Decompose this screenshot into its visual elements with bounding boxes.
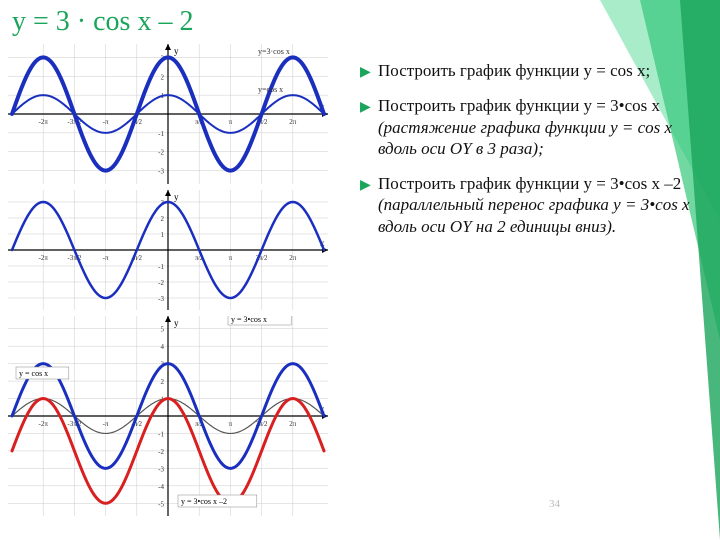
bullet-item: ▶Построить график функции y = cos x; [360, 60, 710, 81]
page-number: 34 [549, 498, 560, 510]
bullet-arrow-icon: ▶ [360, 95, 378, 159]
bullet-list: ▶Построить график функции y = cos x;▶Пос… [360, 60, 710, 251]
svg-text:-1: -1 [158, 430, 164, 438]
bullet-item: ▶Построить график функции y = 3•cos x –2… [360, 173, 710, 237]
svg-text:2: 2 [161, 73, 165, 81]
svg-text:-π: -π [103, 420, 109, 428]
svg-text:π: π [229, 118, 233, 126]
svg-text:-π: -π [103, 254, 109, 262]
svg-text:π: π [229, 420, 233, 428]
bullet-arrow-icon: ▶ [360, 173, 378, 237]
svg-text:y=cos x: y=cos x [258, 85, 283, 94]
svg-text:y = 3•cos x –2: y = 3•cos x –2 [181, 497, 227, 506]
bullet-item: ▶Построить график функции y = 3•cos x (р… [360, 95, 710, 159]
svg-text:-1: -1 [158, 130, 164, 138]
svg-text:y=3·cos x: y=3·cos x [258, 47, 290, 56]
bullet-arrow-icon: ▶ [360, 60, 378, 81]
svg-text:y = 3•cos x: y = 3•cos x [231, 316, 267, 324]
svg-text:2: 2 [161, 215, 165, 223]
svg-text:2π: 2π [289, 118, 297, 126]
svg-text:1: 1 [161, 231, 165, 239]
bullet-text: Построить график функции y = cos x; [378, 60, 650, 81]
bullet-text: Построить график функции y = 3•cos x (ра… [378, 95, 710, 159]
svg-text:4: 4 [161, 343, 165, 351]
svg-text:-3: -3 [158, 295, 164, 303]
svg-text:-2: -2 [158, 279, 164, 287]
svg-text:-2π: -2π [39, 254, 49, 262]
chart-3: -2π-3π⁄2-π-π⁄2π⁄2π3π⁄22π-5-4-3-2-112345y… [8, 316, 328, 516]
svg-text:y: y [174, 318, 179, 328]
bullet-text: Построить график функции y = 3•cos x –2 … [378, 173, 710, 237]
svg-text:2π: 2π [289, 254, 297, 262]
svg-text:-2π: -2π [39, 118, 49, 126]
svg-text:y = cos x: y = cos x [19, 369, 48, 378]
chart-1: -2π-3π⁄2-π-π⁄2π⁄2π3π⁄22π-3-2-1123yxy=3·c… [8, 44, 328, 184]
svg-text:y: y [174, 192, 179, 202]
svg-text:-π: -π [103, 118, 109, 126]
svg-text:-5: -5 [158, 500, 164, 508]
page-title: y = 3 · cos x – 2 [12, 6, 193, 38]
svg-text:2: 2 [161, 378, 165, 386]
svg-text:-2: -2 [158, 448, 164, 456]
charts-column: -2π-3π⁄2-π-π⁄2π⁄2π3π⁄22π-3-2-1123yxy=3·c… [8, 44, 338, 522]
svg-text:y: y [174, 46, 179, 56]
svg-text:2π: 2π [289, 420, 297, 428]
svg-text:-2: -2 [158, 149, 164, 157]
svg-text:-3: -3 [158, 465, 164, 473]
chart-2: -2π-3π⁄2-π-π⁄2π⁄2π3π⁄22π-3-2-1123yx [8, 190, 328, 310]
svg-text:-4: -4 [158, 483, 164, 491]
svg-text:-2π: -2π [39, 420, 49, 428]
svg-text:-3: -3 [158, 168, 164, 176]
svg-text:5: 5 [161, 326, 165, 334]
svg-text:π: π [229, 254, 233, 262]
svg-text:-1: -1 [158, 263, 164, 271]
